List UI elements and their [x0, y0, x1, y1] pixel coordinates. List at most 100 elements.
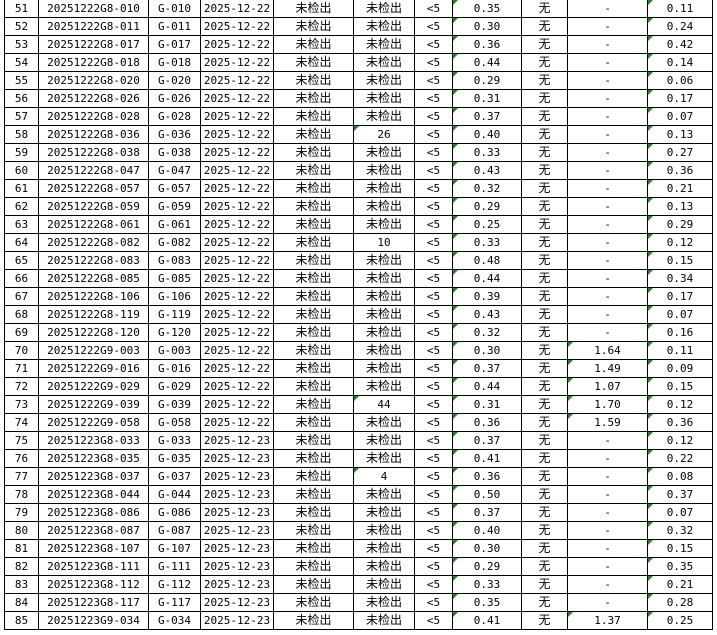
cell-row-number[interactable]: 77	[4, 467, 39, 486]
cell-value-d[interactable]: 0.29	[452, 197, 522, 216]
cell-result-b[interactable]: 未检出	[353, 107, 415, 126]
cell-result-b[interactable]: 未检出	[353, 197, 415, 216]
cell-value-d[interactable]: 0.31	[452, 395, 522, 414]
cell-value-f[interactable]: -	[567, 449, 648, 468]
cell-result-e[interactable]: 无	[521, 35, 568, 54]
cell-value-f[interactable]: -	[567, 125, 648, 144]
cell-sample-code[interactable]: G-037	[148, 467, 201, 486]
cell-result-b[interactable]: 未检出	[353, 611, 415, 630]
cell-date[interactable]: 2025-12-22	[200, 359, 274, 378]
cell-row-number[interactable]: 79	[4, 503, 39, 522]
cell-row-number[interactable]: 54	[4, 53, 39, 72]
cell-value-f[interactable]: -	[567, 233, 648, 252]
cell-value-g[interactable]: 0.11	[647, 341, 713, 360]
cell-result-c[interactable]: <5	[414, 251, 453, 270]
cell-value-d[interactable]: 0.37	[452, 359, 522, 378]
cell-row-number[interactable]: 75	[4, 431, 39, 450]
cell-sample-code[interactable]: G-038	[148, 143, 201, 162]
cell-row-number[interactable]: 84	[4, 593, 39, 612]
cell-result-b[interactable]: 未检出	[353, 35, 415, 54]
cell-result-a[interactable]: 未检出	[273, 485, 354, 504]
cell-result-e[interactable]: 无	[521, 305, 568, 324]
cell-sample-code[interactable]: G-107	[148, 539, 201, 558]
cell-result-b[interactable]: 44	[353, 395, 415, 414]
cell-sample-id[interactable]: 20251222G9-058	[38, 413, 149, 432]
cell-value-g[interactable]: 0.29	[647, 215, 713, 234]
cell-value-d[interactable]: 0.25	[452, 215, 522, 234]
cell-result-c[interactable]: <5	[414, 359, 453, 378]
cell-sample-code[interactable]: G-035	[148, 449, 201, 468]
cell-result-a[interactable]: 未检出	[273, 53, 354, 72]
cell-value-d[interactable]: 0.36	[452, 35, 522, 54]
cell-date[interactable]: 2025-12-22	[200, 251, 274, 270]
cell-date[interactable]: 2025-12-23	[200, 449, 274, 468]
cell-result-a[interactable]: 未检出	[273, 377, 354, 396]
cell-date[interactable]: 2025-12-23	[200, 575, 274, 594]
cell-row-number[interactable]: 62	[4, 197, 39, 216]
cell-result-a[interactable]: 未检出	[273, 521, 354, 540]
cell-row-number[interactable]: 65	[4, 251, 39, 270]
cell-value-g[interactable]: 0.15	[647, 539, 713, 558]
cell-sample-id[interactable]: 20251222G8-020	[38, 71, 149, 90]
cell-result-c[interactable]: <5	[414, 485, 453, 504]
cell-value-f[interactable]: -	[567, 71, 648, 90]
cell-result-e[interactable]: 无	[521, 143, 568, 162]
cell-value-d[interactable]: 0.29	[452, 557, 522, 576]
cell-result-c[interactable]: <5	[414, 53, 453, 72]
cell-row-number[interactable]: 56	[4, 89, 39, 108]
cell-value-f[interactable]: -	[567, 287, 648, 306]
cell-value-d[interactable]: 0.48	[452, 251, 522, 270]
cell-result-a[interactable]: 未检出	[273, 107, 354, 126]
cell-result-a[interactable]: 未检出	[273, 323, 354, 342]
cell-row-number[interactable]: 68	[4, 305, 39, 324]
cell-result-a[interactable]: 未检出	[273, 611, 354, 630]
cell-result-e[interactable]: 无	[521, 251, 568, 270]
cell-result-b[interactable]: 未检出	[353, 341, 415, 360]
cell-sample-code[interactable]: G-086	[148, 503, 201, 522]
cell-value-g[interactable]: 0.36	[647, 161, 713, 180]
cell-value-g[interactable]: 0.27	[647, 143, 713, 162]
cell-result-a[interactable]: 未检出	[273, 215, 354, 234]
cell-value-g[interactable]: 0.06	[647, 71, 713, 90]
cell-date[interactable]: 2025-12-22	[200, 197, 274, 216]
cell-result-b[interactable]: 26	[353, 125, 415, 144]
cell-result-b[interactable]: 未检出	[353, 17, 415, 36]
cell-sample-code[interactable]: G-039	[148, 395, 201, 414]
cell-result-e[interactable]: 无	[521, 269, 568, 288]
cell-result-c[interactable]: <5	[414, 143, 453, 162]
cell-result-b[interactable]: 未检出	[353, 593, 415, 612]
cell-result-e[interactable]: 无	[521, 395, 568, 414]
cell-value-g[interactable]: 0.11	[647, 0, 713, 18]
cell-date[interactable]: 2025-12-22	[200, 269, 274, 288]
cell-sample-code[interactable]: G-003	[148, 341, 201, 360]
cell-value-d[interactable]: 0.32	[452, 179, 522, 198]
cell-result-c[interactable]: <5	[414, 593, 453, 612]
cell-sample-id[interactable]: 20251222G8-119	[38, 305, 149, 324]
cell-sample-code[interactable]: G-117	[148, 593, 201, 612]
cell-sample-id[interactable]: 20251223G9-034	[38, 611, 149, 630]
cell-sample-id[interactable]: 20251222G8-082	[38, 233, 149, 252]
cell-sample-id[interactable]: 20251223G8-112	[38, 575, 149, 594]
cell-value-g[interactable]: 0.07	[647, 503, 713, 522]
cell-date[interactable]: 2025-12-22	[200, 143, 274, 162]
cell-result-a[interactable]: 未检出	[273, 467, 354, 486]
cell-sample-id[interactable]: 20251223G8-033	[38, 431, 149, 450]
cell-result-c[interactable]: <5	[414, 179, 453, 198]
cell-value-f[interactable]: -	[567, 251, 648, 270]
cell-value-f[interactable]: 1.49	[567, 359, 648, 378]
cell-sample-id[interactable]: 20251223G8-044	[38, 485, 149, 504]
cell-result-b[interactable]: 未检出	[353, 143, 415, 162]
cell-date[interactable]: 2025-12-23	[200, 557, 274, 576]
cell-value-g[interactable]: 0.07	[647, 107, 713, 126]
cell-value-d[interactable]: 0.43	[452, 305, 522, 324]
cell-result-e[interactable]: 无	[521, 503, 568, 522]
cell-value-f[interactable]: -	[567, 197, 648, 216]
cell-row-number[interactable]: 73	[4, 395, 39, 414]
cell-value-f[interactable]: -	[567, 0, 648, 18]
cell-value-f[interactable]: -	[567, 53, 648, 72]
cell-result-a[interactable]: 未检出	[273, 89, 354, 108]
cell-value-g[interactable]: 0.12	[647, 233, 713, 252]
cell-result-c[interactable]: <5	[414, 233, 453, 252]
cell-sample-code[interactable]: G-111	[148, 557, 201, 576]
cell-result-b[interactable]: 未检出	[353, 521, 415, 540]
